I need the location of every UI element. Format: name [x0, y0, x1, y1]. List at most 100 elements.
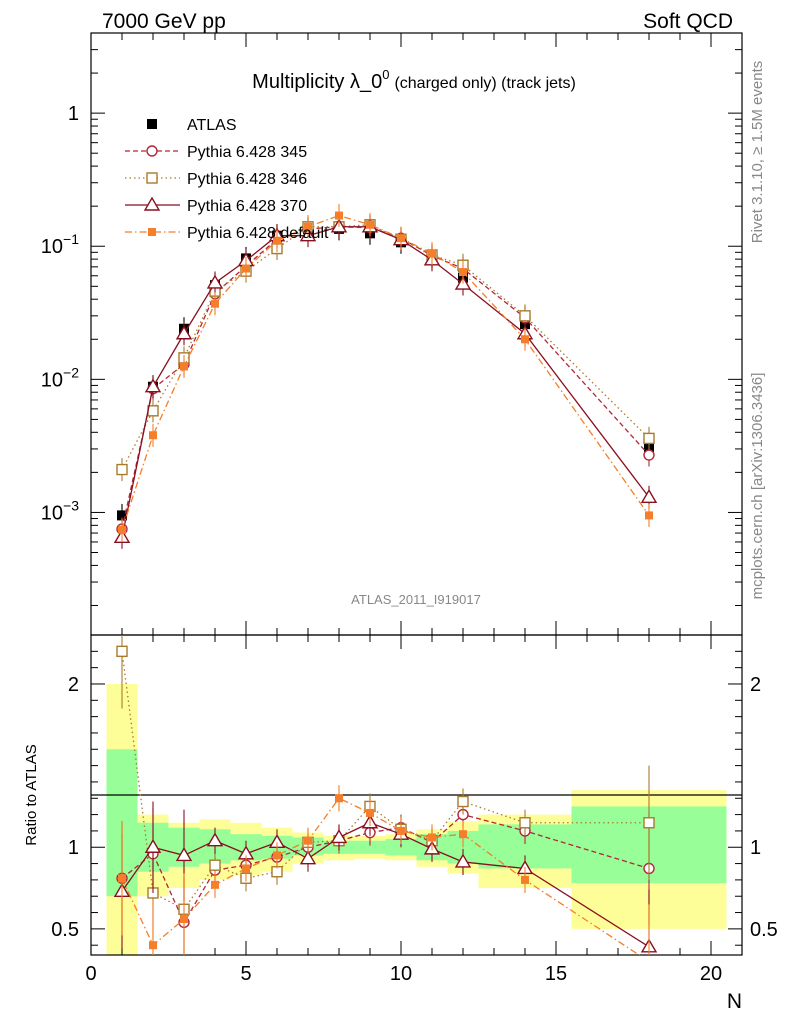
legend-entry-3: Pythia 6.428 370 [125, 196, 307, 215]
main-ytick-label: 10−2 [41, 364, 79, 391]
main-point [428, 249, 436, 258]
ratio-point [180, 915, 188, 924]
ytick-exponent: −3 [63, 497, 79, 513]
legend: ATLAS Pythia 6.428 345 Pythia 6.428 346 Pyt… [125, 117, 329, 242]
main-series-2 [116, 213, 655, 482]
ratio-point [273, 851, 281, 860]
ratio-panel: 0 5 10 15 20 0.5 0.5 1 1 2 2 Ratio to ATLAS N [23, 634, 778, 1013]
ratio-ytick-label: 2 [68, 674, 79, 696]
main-point [519, 310, 531, 322]
ratio-point [519, 817, 531, 829]
main-point [147, 405, 159, 417]
legend-entry-1: Pythia 6.428 345 [125, 144, 307, 161]
ratio-xtick-label: 5 [240, 963, 251, 985]
mcplots-label: mcplots.cern.ch [arXiv:1306.3436] [749, 373, 766, 600]
rivet-label: Rivet 3.1.10, ≥ 1.5M events [749, 61, 766, 244]
ratio-series-line [121, 797, 641, 955]
ratio-xtick-label: 15 [545, 963, 567, 985]
ratio-point [459, 830, 467, 839]
main-point [459, 268, 467, 277]
main-ytick-label: 10−1 [41, 231, 79, 258]
ratio-ytick-label-right: 2 [750, 674, 761, 696]
main-point [397, 234, 405, 243]
ytick-base: 10 [41, 369, 63, 391]
ytick-base: 10 [41, 502, 63, 524]
ratio-series-line [121, 651, 649, 911]
ratio-series-3 [118, 785, 653, 966]
ratio-point [206, 832, 224, 847]
ratio-point [428, 833, 436, 842]
main-point [116, 463, 128, 476]
legend-label: Pythia 6.428 default [187, 225, 329, 242]
ratio-ytick-label-right: 1 [750, 837, 761, 859]
main-title: Multiplicity λ_00 (charged only) (track j… [252, 67, 576, 93]
main-point [180, 362, 188, 371]
ratio-point [366, 808, 374, 817]
x-axis-label: N [727, 990, 742, 1013]
legend-label: Pythia 6.428 370 [187, 198, 307, 215]
main-point [149, 431, 157, 440]
main-point [645, 511, 653, 520]
ratio-point [211, 880, 219, 889]
ratio-ylabel: Ratio to ATLAS [23, 744, 40, 845]
legend-marker [148, 228, 156, 236]
title-suffix: (charged only) (track jets) [394, 75, 575, 92]
ytick-base: 10 [41, 236, 63, 258]
main-panel: 110−110−210−3 Multiplicity λ_00(charged … [41, 32, 743, 636]
ratio-point [521, 875, 529, 884]
ratio-point [643, 817, 655, 829]
main-series-line [121, 226, 650, 530]
legend-marker [147, 119, 157, 129]
main-point [643, 432, 655, 445]
ratio-point [335, 794, 343, 803]
ratio-ytick-label: 1 [68, 837, 79, 859]
main-series-1 [116, 215, 655, 541]
main-series-line [121, 226, 650, 538]
title-main: Multiplicity λ_0 [252, 71, 382, 93]
main-series-3 [113, 215, 658, 549]
legend-label: ATLAS [187, 117, 237, 134]
main-ytick-label: 1 [68, 103, 79, 125]
legend-marker [143, 196, 161, 211]
main-ytick-label: 10−3 [41, 497, 79, 524]
ratio-point [116, 645, 128, 658]
main-point [366, 220, 374, 229]
ratio-point [457, 795, 469, 808]
header-left: 7000 GeV pp [102, 10, 226, 33]
title-sup: 0 [382, 67, 389, 82]
legend-entry-0: ATLAS [147, 117, 237, 134]
ratio-point [118, 874, 126, 883]
ratio-xtick-label: 20 [700, 963, 722, 985]
main-point [118, 525, 126, 534]
main-series-line [121, 224, 650, 470]
ratio-point [454, 853, 472, 868]
main-point [273, 236, 281, 245]
legend-label: Pythia 6.428 346 [187, 171, 307, 188]
stat-uncertainty-band [354, 840, 386, 854]
ytick-exponent: −2 [63, 364, 79, 380]
ytick-base: 1 [68, 103, 79, 125]
main-series-4 [118, 204, 653, 542]
main-series-line [121, 214, 650, 531]
main-point [242, 264, 250, 273]
ratio-point [149, 941, 157, 950]
ratio-point [304, 836, 312, 845]
main-point [117, 510, 127, 521]
main-point [304, 222, 312, 231]
ratio-point [299, 850, 317, 865]
ratio-ytick-label-right: 0.5 [750, 919, 778, 941]
main-point [206, 274, 224, 289]
legend-marker [146, 145, 158, 157]
ratio-xtick-label: 10 [390, 963, 412, 985]
ratio-series-line [121, 822, 650, 948]
legend-entry-2: Pythia 6.428 346 [125, 171, 307, 188]
legend-marker [146, 172, 158, 184]
ratio-point [242, 864, 250, 873]
legend-label: Pythia 6.428 345 [187, 144, 307, 161]
ratio-point [175, 847, 193, 862]
legend-entry-4: Pythia 6.428 default [125, 225, 329, 242]
ratio-point [645, 958, 653, 966]
main-point [521, 335, 529, 344]
main-point [144, 378, 162, 393]
main-point [211, 299, 219, 308]
